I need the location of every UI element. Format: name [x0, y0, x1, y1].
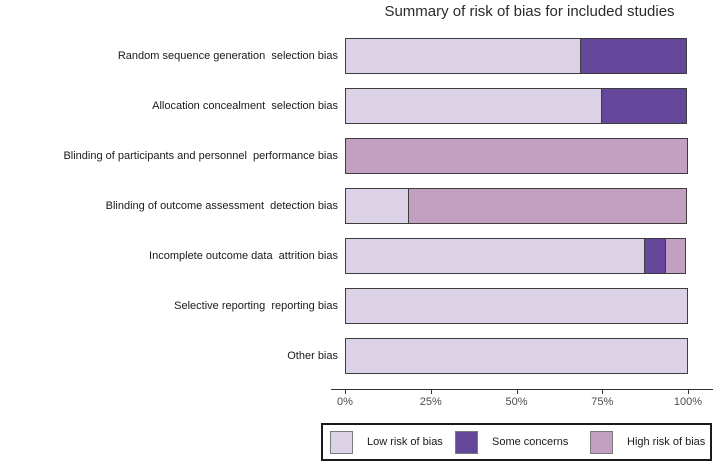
bar-segment-high_risk: [345, 138, 688, 174]
category-label: Other bias: [287, 350, 338, 362]
bar-row: [345, 188, 688, 224]
x-tick-mark: [516, 390, 518, 394]
legend-swatch-low_risk: [330, 430, 353, 454]
bar-segment-some_concerns: [579, 38, 687, 74]
legend-swatch-high_risk: [590, 430, 613, 454]
legend: Low risk of bias Some concerns High risk o…: [321, 423, 712, 461]
category-label: Selective reporting reporting bias: [174, 300, 338, 312]
bar-segment-some_concerns: [601, 88, 687, 124]
bar-segment-high_risk: [408, 188, 687, 224]
bar-row: [345, 88, 688, 124]
category-label: Blinding of outcome assessment detection…: [105, 200, 338, 212]
bar-row: [345, 38, 688, 74]
legend-item: Low risk of bias: [330, 425, 443, 459]
bar-row: [345, 238, 688, 274]
category-label: Random sequence generation selection bia…: [117, 50, 338, 62]
legend-label: High risk of bias: [627, 436, 706, 448]
x-tick-mark: [688, 390, 689, 394]
bar-row: [345, 338, 688, 374]
x-tick-label: 75%: [591, 396, 614, 408]
bar-segment-high_risk: [664, 238, 686, 274]
legend-swatch-some_concerns: [455, 430, 478, 454]
legend-item: High risk of bias: [590, 425, 705, 459]
bar-segment-low_risk: [345, 338, 688, 374]
chart-title: Summary of risk of bias for included stu…: [384, 3, 675, 20]
category-label: Allocation concealment selection bias: [152, 100, 338, 112]
bar-segment-low_risk: [345, 238, 646, 274]
bar-segment-some_concerns: [644, 238, 666, 274]
category-label: Blinding of participants and personnel p…: [63, 150, 338, 162]
x-tick-mark: [430, 390, 432, 394]
legend-label: Low risk of bias: [367, 436, 443, 448]
bar-segment-low_risk: [345, 288, 688, 324]
x-tick-mark: [602, 390, 604, 394]
bar-segment-low_risk: [345, 188, 410, 224]
legend-label: Some concerns: [492, 436, 569, 448]
x-tick-label: 50%: [505, 396, 528, 408]
x-axis-line: [331, 389, 713, 390]
bar-row: [345, 288, 688, 324]
bar-segment-low_risk: [345, 38, 581, 74]
x-tick-label: 25%: [419, 396, 442, 408]
bar-segment-low_risk: [345, 88, 603, 124]
legend-item: Some concerns: [455, 425, 568, 459]
bar-row: [345, 138, 688, 174]
x-tick-label: 100%: [673, 396, 703, 408]
category-label: Incomplete outcome data attrition bias: [149, 250, 338, 262]
x-tick-label: 0%: [337, 396, 353, 408]
x-tick-mark: [345, 390, 346, 394]
